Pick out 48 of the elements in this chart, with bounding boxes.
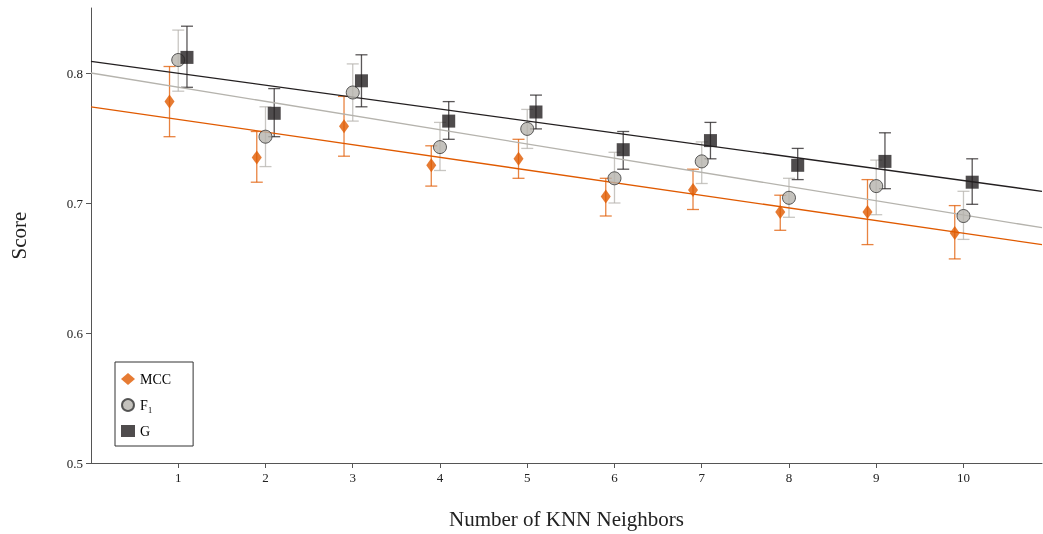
point — [164, 94, 175, 109]
point — [251, 150, 262, 165]
point — [862, 205, 873, 220]
x-tick-label: 10 — [956, 470, 970, 485]
point — [775, 205, 786, 220]
x-tick-label: 9 — [872, 470, 880, 485]
y-axis-title: Score — [6, 211, 31, 260]
point — [258, 129, 273, 144]
x-tick-label: 4 — [436, 470, 444, 485]
point — [426, 158, 437, 173]
x-tick-label: 3 — [349, 470, 356, 485]
x-tick-label: 1 — [175, 470, 182, 485]
x-tick-label: 6 — [611, 470, 619, 485]
y-tick-label: 0.8 — [66, 65, 83, 81]
point — [782, 190, 796, 205]
point — [339, 119, 350, 134]
legend-label: F₁ — [140, 397, 153, 413]
point — [345, 85, 360, 100]
point — [433, 140, 447, 155]
point — [267, 106, 281, 120]
y-tick-label: 0.7 — [66, 195, 84, 211]
x-tick-label: 8 — [785, 470, 793, 485]
point — [688, 183, 699, 197]
point — [607, 171, 622, 186]
point — [956, 209, 971, 223]
x-axis-title: Number of KNN Neighbors — [448, 506, 685, 531]
point — [180, 50, 194, 64]
point — [442, 114, 456, 128]
point — [703, 134, 717, 148]
x-tick-label: 2 — [262, 470, 269, 485]
point — [694, 154, 709, 169]
point — [529, 105, 543, 119]
point — [965, 175, 979, 189]
point — [520, 121, 535, 136]
point — [600, 189, 611, 204]
point — [878, 154, 892, 168]
legend-label: G — [140, 423, 151, 439]
point — [354, 74, 368, 88]
x-tick-label: 7 — [698, 470, 706, 485]
legend-label: MCC — [140, 371, 172, 387]
point — [869, 179, 884, 194]
point — [616, 143, 630, 157]
y-tick-label: 0.6 — [66, 325, 84, 341]
point — [513, 151, 524, 166]
point — [791, 158, 805, 172]
point — [949, 225, 960, 240]
x-tick-label: 5 — [523, 470, 531, 485]
y-tick-label: 0.5 — [66, 455, 83, 471]
